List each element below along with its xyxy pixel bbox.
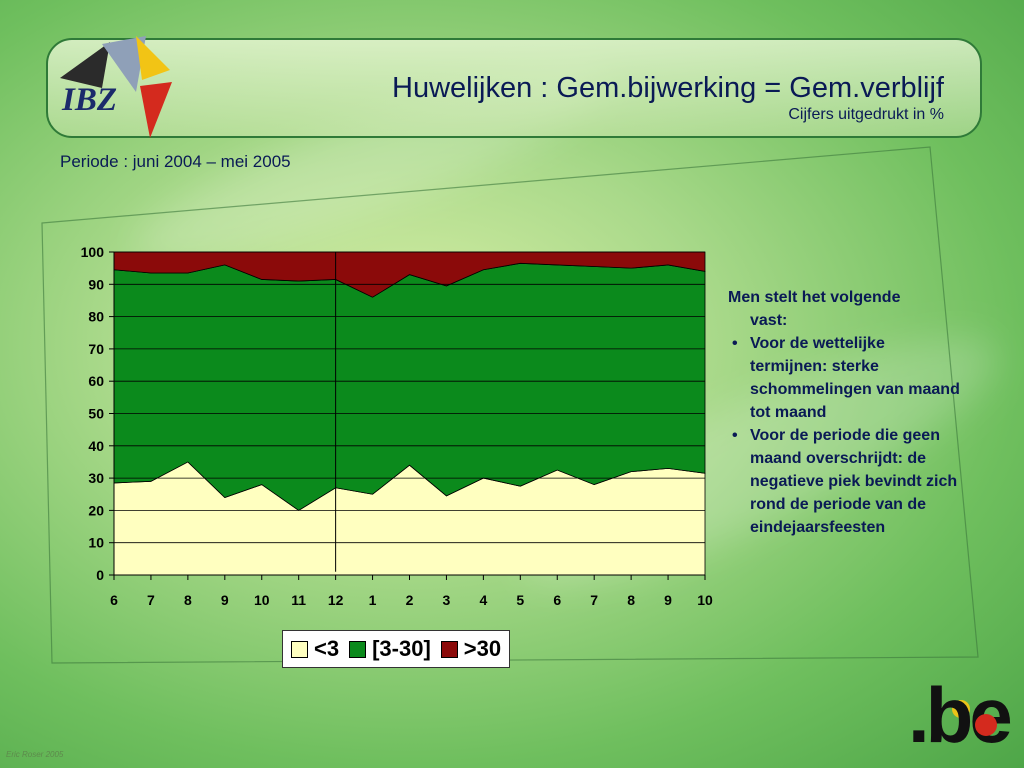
watermark: Eric Roser 2005: [6, 750, 64, 759]
notes-bullet: Voor de periode die geen maand overschri…: [728, 424, 964, 539]
legend-swatch: [349, 640, 367, 658]
notes-intro-cont: vast:: [750, 312, 788, 329]
legend-swatch: [291, 640, 308, 658]
x-tick-label: 10: [697, 592, 713, 608]
y-tick-label: 0: [96, 567, 104, 583]
period-label: Periode : juni 2004 – mei 2005: [60, 152, 291, 171]
logo-text: IBZ: [62, 82, 118, 118]
y-tick-label: 10: [88, 535, 104, 551]
x-tick-label: 9: [221, 592, 229, 608]
x-tick-label: 8: [184, 592, 192, 608]
legend-item-mid: [3-30]: [349, 636, 431, 662]
notes-panel: Men stelt het volgende vast: Voor de wet…: [728, 286, 964, 539]
notes-intro: Men stelt het volgende: [728, 289, 901, 306]
legend-swatch: [440, 640, 458, 658]
x-tick-label: 10: [254, 592, 270, 608]
x-tick-label: 6: [553, 592, 561, 608]
x-tick-label: 6: [110, 592, 118, 608]
x-tick-label: 7: [590, 592, 598, 608]
x-tick-label: 3: [443, 592, 451, 608]
ibz-logo-icon: [60, 36, 172, 138]
x-tick-label: 7: [147, 592, 155, 608]
be-logo-red-dot: [975, 714, 997, 736]
x-tick-label: 11: [291, 592, 306, 608]
be-logo: .be: [908, 671, 1013, 759]
area-series-0: [113, 461, 706, 576]
y-tick-label: 100: [81, 244, 105, 260]
x-tick-label: 2: [406, 592, 414, 608]
y-tick-label: 40: [88, 438, 104, 454]
x-tick-label: 5: [516, 592, 524, 608]
y-tick-label: 20: [88, 502, 104, 518]
page-subtitle: Cijfers uitgedrukt in %: [788, 106, 944, 123]
notes-bullet: Voor de wettelijke termijnen: sterke sch…: [728, 332, 964, 424]
page-title: Huwelijken : Gem.bijwerking = Gem.verbli…: [392, 72, 944, 104]
legend-label: <3: [314, 636, 340, 661]
x-tick-label: 8: [627, 592, 635, 608]
y-tick-label: 60: [88, 373, 104, 389]
chart-legend: <3 [3-30] >30: [282, 630, 511, 668]
legend-label: [3-30]: [372, 636, 431, 661]
y-tick-label: 30: [88, 470, 104, 486]
y-tick-label: 70: [88, 341, 104, 357]
be-logo-yellow-dot: [952, 700, 970, 718]
notes-list: Voor de wettelijke termijnen: sterke sch…: [728, 332, 964, 539]
header-box: [46, 38, 982, 138]
legend-label: >30: [463, 636, 502, 661]
y-tick-label: 90: [88, 276, 104, 292]
x-tick-label: 12: [328, 592, 344, 608]
legend-item-gt30: >30: [440, 636, 502, 662]
x-tick-label: 9: [664, 592, 672, 608]
x-tick-label: 4: [479, 592, 487, 608]
legend-item-lt3: <3: [291, 636, 339, 662]
y-tick-label: 80: [88, 309, 104, 325]
x-tick-label: 1: [369, 592, 377, 608]
y-tick-label: 50: [88, 406, 104, 422]
